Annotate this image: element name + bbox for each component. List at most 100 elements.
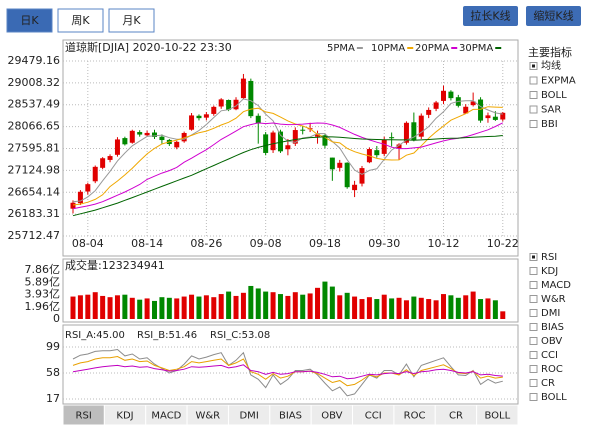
indicator-option[interactable]: SAR: [541, 105, 561, 116]
indicator-option[interactable]: CCI: [541, 350, 558, 361]
volume-bar: [196, 296, 202, 319]
zoom-button-label[interactable]: 拉长K线: [470, 9, 510, 23]
indicator-tab[interactable]: [476, 404, 519, 426]
indicator-tab-label[interactable]: CR: [449, 411, 463, 422]
candle-body: [152, 132, 158, 137]
volume-bar: [70, 296, 76, 319]
volume-bar: [92, 292, 98, 319]
indicator-tab-label[interactable]: OBV: [321, 411, 342, 422]
indicator-option[interactable]: EXPMA: [541, 76, 576, 87]
period-tab[interactable]: [6, 8, 53, 33]
period-tab-label[interactable]: 日K: [20, 14, 39, 27]
x-tick-label: 08-04: [72, 237, 104, 250]
indicator-tab-label[interactable]: KDJ: [116, 411, 133, 422]
zoom-button[interactable]: [526, 6, 581, 26]
indicator-tab-label[interactable]: ROC: [404, 411, 426, 422]
candle-body: [255, 115, 261, 124]
volume-bar: [107, 297, 113, 319]
indicator-tab-label[interactable]: CCI: [365, 411, 382, 422]
candle-body: [189, 115, 195, 130]
indicator-option[interactable]: DMI: [541, 308, 560, 319]
volume-bar: [114, 295, 120, 319]
volume-bar: [270, 292, 276, 319]
y-tick-label: 17: [46, 392, 60, 405]
y-tick-label: 1.96亿: [25, 300, 61, 313]
candle-body: [389, 137, 395, 139]
indicator-option[interactable]: KDJ: [541, 266, 558, 277]
candle-body: [240, 78, 246, 99]
indicator-check-mark: [532, 255, 535, 259]
volume-bar: [77, 295, 83, 319]
volume-bar: [100, 295, 106, 319]
volume-label: 成交量:123234941: [65, 258, 165, 272]
candle-body: [441, 90, 446, 101]
period-tab-label[interactable]: 月K: [122, 14, 141, 27]
candle-body: [144, 132, 150, 136]
volume-bar: [166, 297, 172, 319]
indicator-option[interactable]: BIAS: [541, 322, 564, 333]
volume-bar: [448, 295, 454, 319]
indicator-checkbox[interactable]: [529, 295, 538, 303]
volume-bar: [441, 294, 446, 319]
indicator-option[interactable]: 均线: [541, 59, 561, 72]
candle-body: [359, 168, 365, 184]
candle-body: [174, 141, 180, 148]
candle-body: [463, 106, 469, 114]
indicator-option[interactable]: RSI: [541, 252, 557, 263]
zoom-button-label[interactable]: 缩短K线: [533, 9, 573, 23]
indicator-option[interactable]: MACD: [541, 280, 571, 291]
volume-bar: [396, 297, 402, 319]
indicator-option[interactable]: ROC: [541, 364, 563, 375]
candle-body: [270, 132, 276, 151]
indicator-tab-label[interactable]: MACD: [151, 411, 181, 422]
volume-bar: [500, 311, 506, 319]
candle-body: [344, 162, 350, 188]
y-tick-label: 27124.98: [8, 163, 61, 176]
indicator-checkbox[interactable]: [529, 91, 538, 99]
y-tick-label: 28537.49: [8, 98, 61, 111]
y-tick-label: 7.86亿: [25, 263, 61, 276]
volume-bar: [189, 294, 195, 319]
indicator-checkbox[interactable]: [529, 120, 538, 128]
period-tab[interactable]: [108, 8, 155, 33]
volume-bar: [322, 281, 328, 319]
indicator-checkbox[interactable]: [529, 281, 538, 289]
indicator-tab-label[interactable]: W&R: [195, 411, 220, 422]
indicator-checkbox[interactable]: [529, 379, 538, 387]
candle-body: [100, 158, 106, 168]
indicator-option[interactable]: BBI: [541, 119, 558, 130]
volume-bar: [403, 300, 409, 319]
zoom-button[interactable]: [463, 6, 518, 26]
volume-bar: [203, 295, 209, 319]
indicator-option[interactable]: W&R: [541, 294, 566, 305]
indicator-checkbox[interactable]: [529, 323, 538, 331]
candle-body: [433, 102, 439, 109]
x-tick-label: 08-26: [190, 237, 222, 250]
volume-bar: [218, 294, 224, 319]
indicator-tab-label[interactable]: RSI: [76, 411, 92, 422]
indicator-checkbox[interactable]: [529, 105, 538, 114]
indicator-option[interactable]: CR: [541, 378, 555, 389]
candle-body: [426, 109, 432, 115]
period-tab[interactable]: [57, 8, 104, 33]
indicator-checkbox[interactable]: [529, 309, 538, 317]
indicator-tab-label[interactable]: BIAS: [279, 411, 302, 422]
candle-body: [129, 130, 135, 143]
period-tab-label[interactable]: 周K: [71, 14, 90, 27]
indicator-option[interactable]: OBV: [541, 336, 562, 347]
indicator-checkbox[interactable]: [529, 337, 538, 345]
indicator-tab-label[interactable]: BOLL: [484, 411, 510, 422]
indicator-checkbox[interactable]: [529, 76, 538, 85]
indicator-option[interactable]: BOLL: [541, 392, 567, 403]
indicator-tab-label[interactable]: DMI: [239, 411, 258, 422]
y-tick-label: 25712.47: [8, 229, 61, 242]
indicator-checkbox[interactable]: [529, 351, 538, 359]
chart-title: 道琼斯[DJIA] 2020-10-22 23:30: [65, 40, 232, 54]
candle-body: [411, 122, 417, 141]
indicator-checkbox[interactable]: [529, 393, 538, 401]
legend-label: 10PMA: [371, 43, 405, 54]
volume-bar: [226, 291, 232, 319]
indicator-option[interactable]: BOLL: [541, 90, 567, 101]
indicator-checkbox[interactable]: [529, 365, 538, 373]
indicator-checkbox[interactable]: [529, 267, 538, 275]
